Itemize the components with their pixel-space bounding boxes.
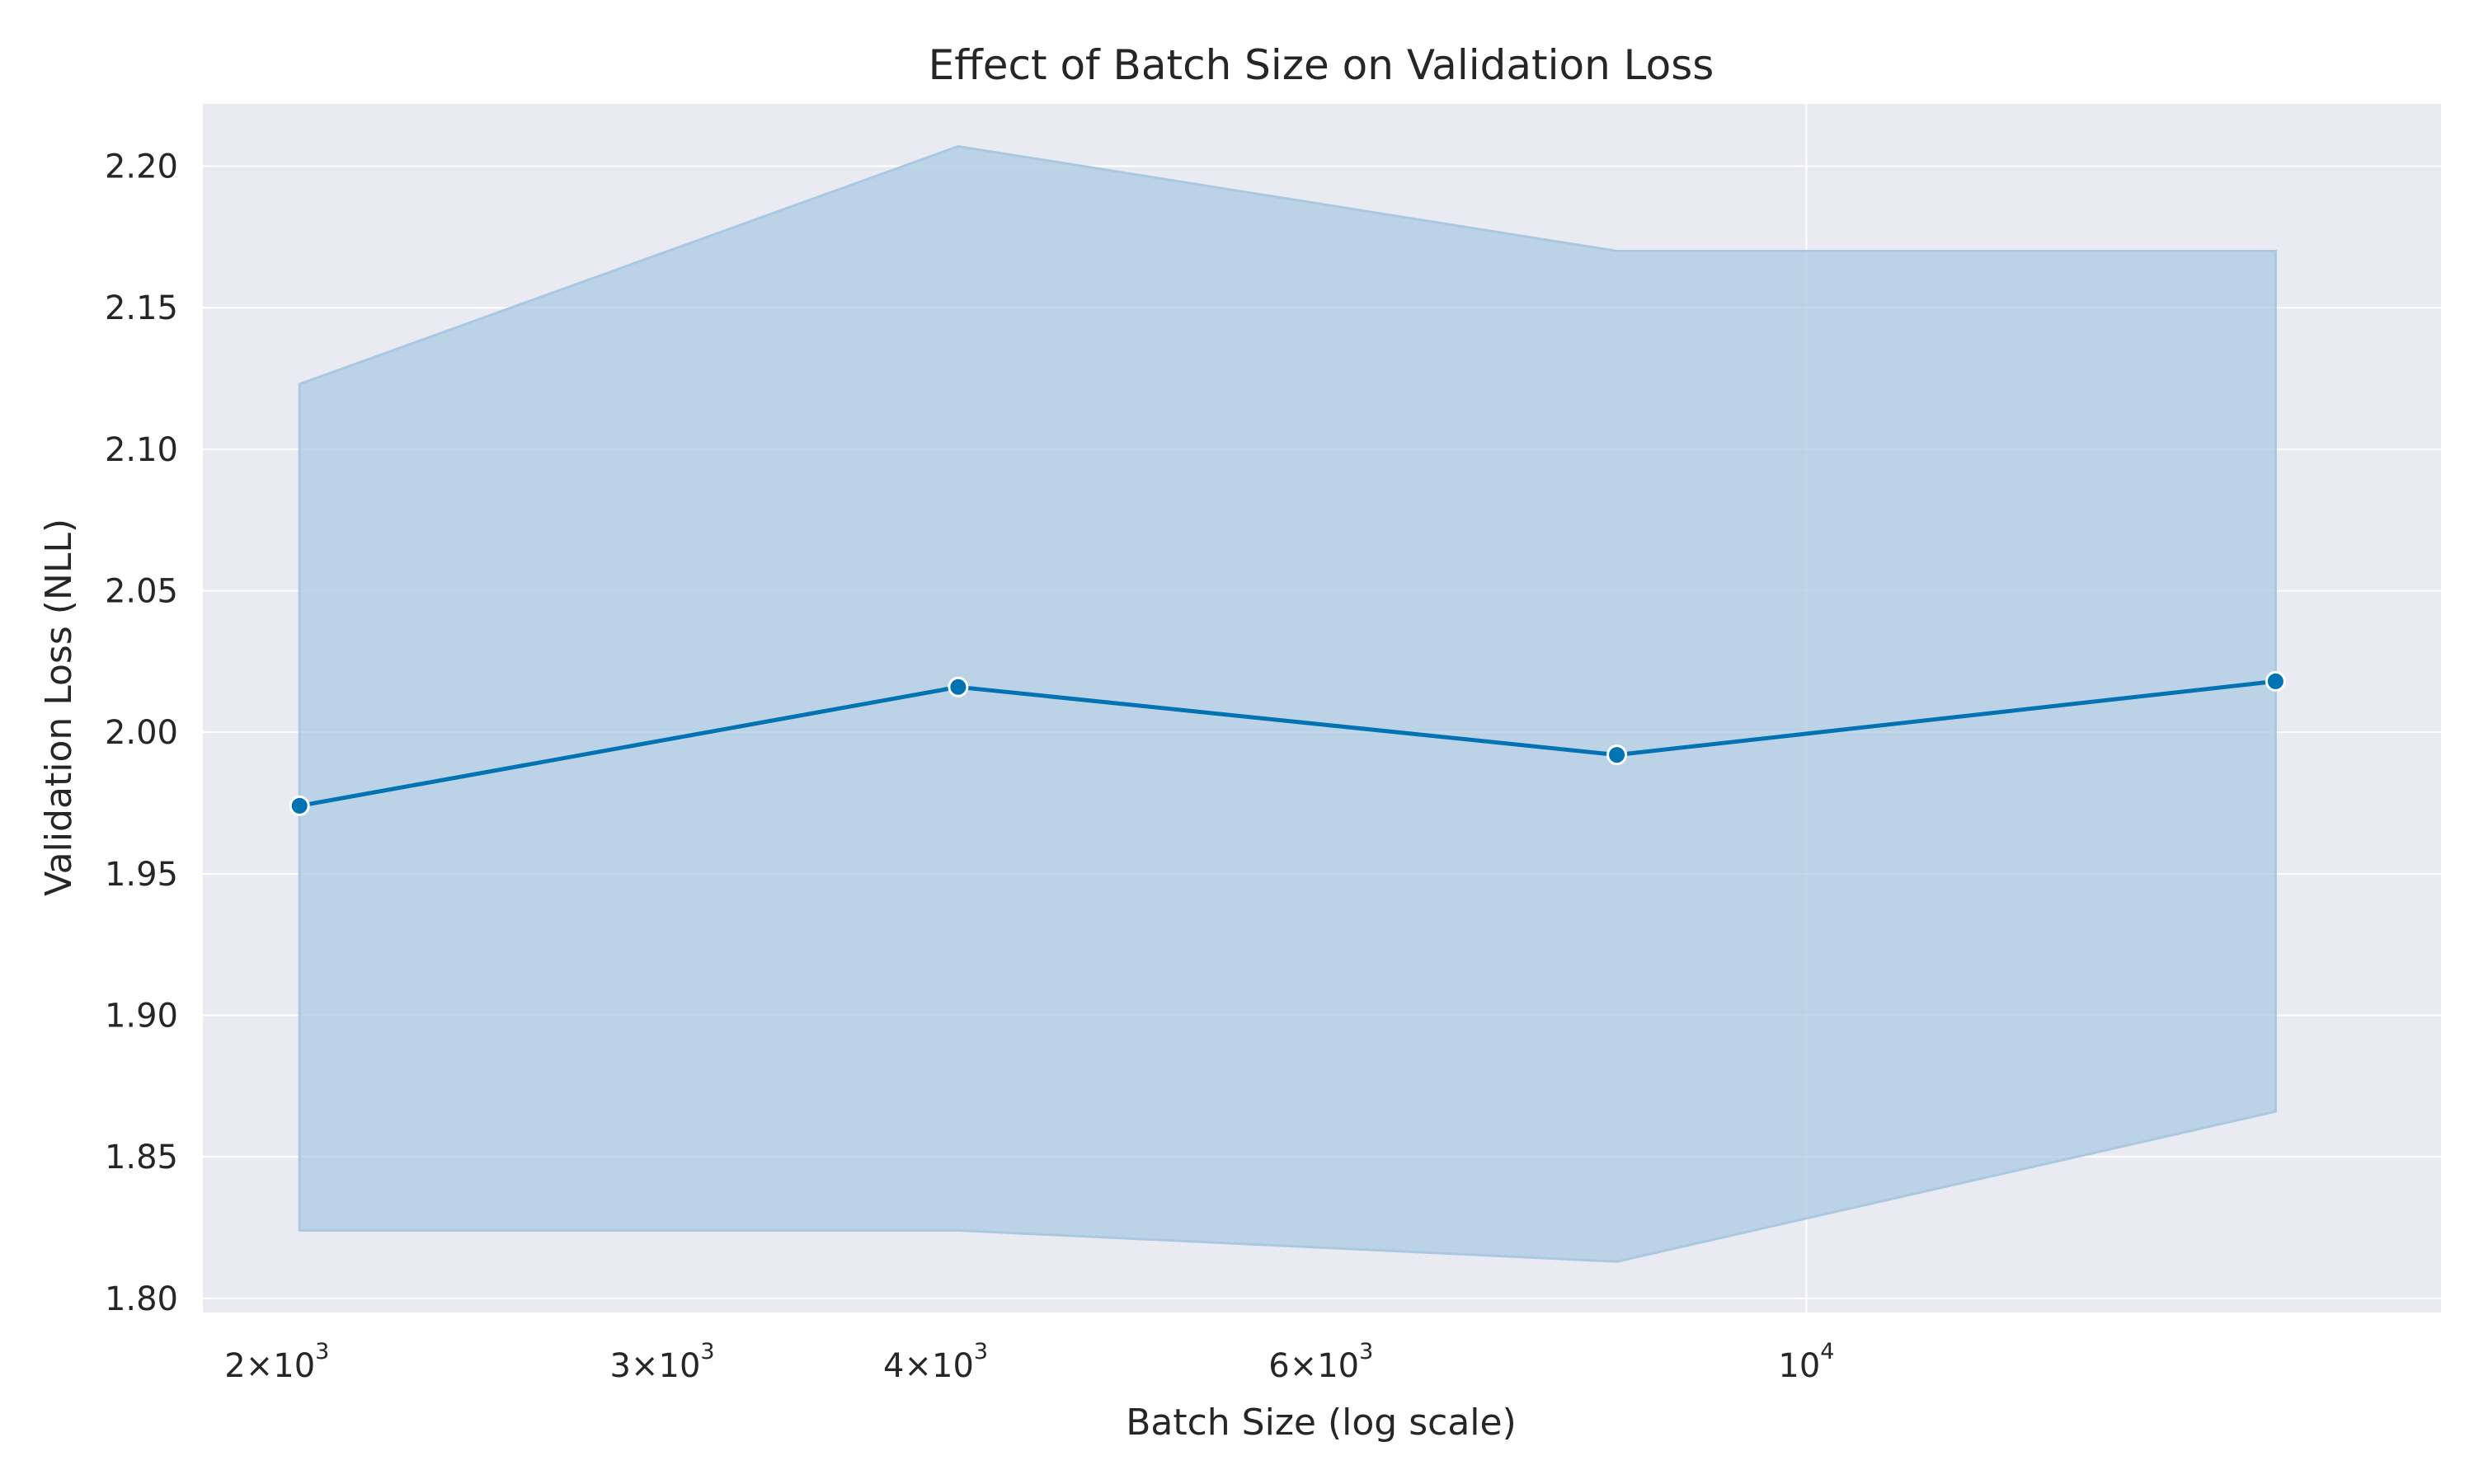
x-axis-ticks: 2×103 3×103 4×103 6×103 104 [224, 1339, 1834, 1385]
x-tick-label: 2×103 [224, 1339, 329, 1385]
x-tick-label: 6×103 [1268, 1339, 1373, 1385]
y-tick-label: 2.10 [105, 431, 178, 469]
x-tick-label: 104 [1778, 1339, 1834, 1385]
y-tick-label: 2.05 [105, 573, 178, 611]
series-line [299, 679, 2276, 808]
series-line-layer [299, 679, 2276, 808]
data-points [289, 670, 2286, 816]
data-point [289, 795, 310, 816]
data-point [1606, 744, 1628, 766]
y-tick-label: 1.80 [105, 1280, 178, 1318]
chart-title: Effect of Batch Size on Validation Loss [929, 41, 1714, 89]
data-point [2265, 670, 2286, 692]
y-tick-label: 1.95 [105, 856, 178, 894]
y-axis-ticks: 1.80 1.85 1.90 1.95 2.00 2.05 2.10 2.15 2.20 [105, 148, 178, 1318]
x-axis-label: Batch Size (log scale) [1126, 1402, 1517, 1444]
y-tick-label: 2.00 [105, 714, 178, 752]
y-tick-label: 1.90 [105, 998, 178, 1036]
y-axis-label: Validation Loss (NLL) [38, 519, 80, 896]
y-tick-label: 1.85 [105, 1139, 178, 1176]
x-tick-label: 4×103 [883, 1339, 988, 1385]
x-tick-label: 3×103 [610, 1339, 715, 1385]
data-point [948, 676, 969, 697]
confidence-band-layer [298, 144, 2277, 1263]
y-tick-label: 2.20 [105, 148, 178, 186]
confidence-band [298, 144, 2277, 1263]
y-tick-label: 2.15 [105, 289, 178, 327]
